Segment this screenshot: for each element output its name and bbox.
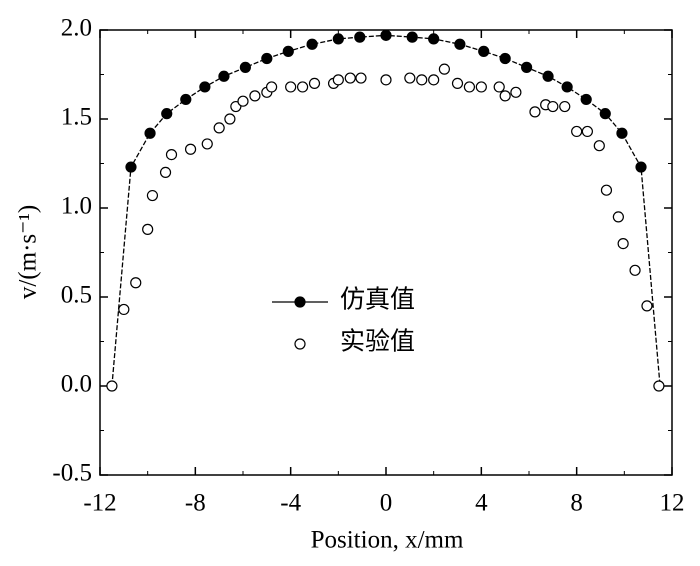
legend-marker — [294, 296, 306, 308]
data-point — [296, 81, 309, 93]
legend-marker — [294, 338, 306, 350]
data-point — [641, 300, 653, 312]
data-point — [201, 138, 213, 150]
data-point — [355, 72, 367, 84]
data-point — [547, 100, 559, 113]
data-point — [559, 100, 571, 113]
data-point — [184, 143, 197, 155]
data-point — [451, 77, 464, 90]
legend-label: 仿真值 — [340, 286, 415, 314]
x-tick-label: -12 — [83, 490, 116, 517]
data-point — [380, 74, 392, 86]
data-point — [249, 90, 261, 102]
data-point — [159, 166, 172, 178]
data-point — [285, 81, 297, 93]
data-point — [478, 45, 490, 57]
x-tick-label: 8 — [570, 490, 583, 517]
data-point — [308, 77, 321, 90]
data-point — [282, 45, 294, 57]
data-point — [529, 106, 541, 118]
data-point — [199, 81, 211, 93]
data-point — [144, 127, 156, 139]
data-point — [213, 122, 225, 134]
x-tick-label: -8 — [185, 490, 206, 517]
data-point — [237, 95, 249, 107]
y-tick-label: 2.0 — [61, 15, 92, 42]
data-point — [438, 63, 450, 75]
data-point — [499, 52, 511, 65]
data-point — [635, 161, 647, 173]
data-point — [354, 31, 366, 43]
data-point — [161, 108, 173, 120]
data-point — [406, 31, 418, 43]
data-point — [499, 90, 511, 102]
data-point — [180, 93, 192, 106]
data-point — [561, 81, 573, 93]
data-point — [224, 113, 236, 125]
y-tick-label: 0.0 — [61, 371, 92, 398]
x-tick-label: 12 — [660, 490, 685, 517]
data-point — [521, 61, 533, 73]
y-tick-label: 1.0 — [61, 193, 92, 220]
data-point — [428, 33, 440, 45]
x-tick-label: -4 — [280, 490, 301, 517]
data-point — [332, 33, 344, 45]
y-tick-label: 0.5 — [61, 282, 92, 309]
data-point — [428, 74, 440, 86]
data-point — [130, 277, 142, 289]
data-point — [617, 238, 629, 250]
x-axis-label: Position, x/mm — [311, 527, 464, 554]
data-point — [261, 52, 273, 65]
data-point — [118, 303, 130, 316]
data-point — [454, 38, 466, 50]
data-point — [571, 125, 583, 138]
data-point — [475, 81, 487, 93]
y-axis-label: v/(m·s⁻¹) — [15, 205, 42, 299]
data-point — [416, 74, 428, 86]
data-point — [593, 140, 605, 152]
data-point — [218, 70, 230, 82]
data-point — [599, 108, 611, 120]
data-point — [581, 125, 593, 138]
data-point — [653, 380, 665, 392]
data-point — [404, 72, 416, 84]
data-point — [380, 29, 392, 41]
data-point — [600, 184, 613, 196]
data-point — [510, 86, 522, 98]
data-point — [629, 264, 641, 276]
data-point — [332, 74, 344, 86]
data-point — [612, 211, 624, 223]
data-point — [125, 161, 137, 173]
data-point — [463, 81, 476, 93]
data-point — [142, 223, 154, 235]
x-tick-label: 4 — [475, 490, 488, 517]
data-point — [146, 189, 159, 202]
data-point — [580, 93, 592, 106]
data-point — [493, 81, 505, 93]
x-tick-label: 0 — [380, 490, 393, 517]
data-point — [266, 81, 278, 93]
data-point — [616, 127, 628, 139]
data-point — [239, 61, 251, 73]
data-point — [306, 38, 318, 50]
data-point — [344, 72, 356, 84]
legend-label: 实验值 — [340, 328, 415, 356]
data-point — [165, 149, 178, 161]
data-point — [542, 70, 554, 82]
y-tick-label: -0.5 — [52, 460, 92, 487]
data-point — [106, 380, 118, 392]
y-tick-label: 1.5 — [61, 104, 92, 131]
